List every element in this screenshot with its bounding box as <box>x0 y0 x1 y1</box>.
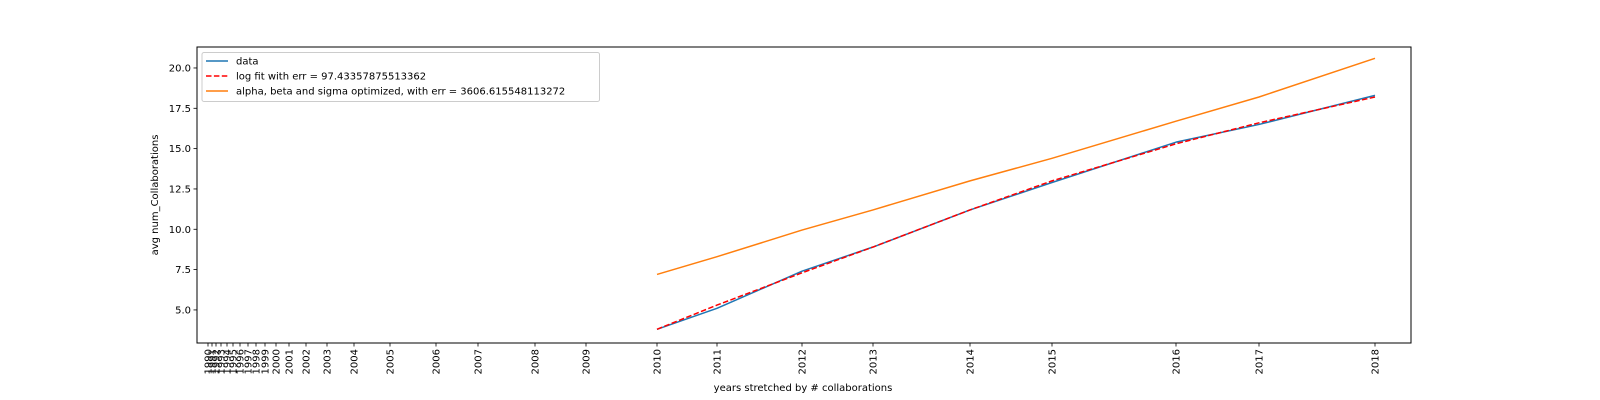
x-tick-label: 2018 <box>1371 349 1382 374</box>
x-tick-label: 2003 <box>323 349 334 374</box>
x-tick-label: 2001 <box>285 349 296 374</box>
x-tick-label: 1998 <box>252 349 263 374</box>
x-tick-label: 2014 <box>966 349 977 374</box>
legend-label-data: data <box>236 57 259 68</box>
y-tick-label: 7.5 <box>175 265 191 276</box>
x-tick-label: 2008 <box>531 349 542 374</box>
x-tick-label: 1996 <box>236 349 247 374</box>
x-tick-label: 2010 <box>653 349 664 374</box>
x-tick-label: 2005 <box>386 349 397 374</box>
x-tick-label: 2006 <box>432 349 443 374</box>
legend-label-optimized: alpha, beta and sigma optimized, with er… <box>236 87 565 98</box>
x-tick-label: 2015 <box>1048 349 1059 374</box>
legend-label-log-fit: log fit with err = 97.43357875513362 <box>236 72 426 83</box>
series-line-2 <box>656 57 1376 276</box>
y-tick-label: 5.0 <box>175 305 191 316</box>
x-axis-title: years stretched by # collaborations <box>714 383 893 394</box>
x-tick-label: 2000 <box>272 349 283 374</box>
y-axis: 5.0 7.5 10.0 12.5 15.0 17.5 20.0 <box>169 63 197 316</box>
y-axis-title: avg num_Collaborations <box>150 135 161 256</box>
series-line-1 <box>656 96 1376 330</box>
x-tick-label: 1992 <box>212 349 223 374</box>
x-tick-label: 1995 <box>229 349 240 374</box>
x-tick-label: 2007 <box>474 349 485 374</box>
y-tick-label: 10.0 <box>169 225 191 236</box>
plot-frame <box>196 46 1412 344</box>
x-tick-label: 2004 <box>350 349 361 374</box>
series-layer <box>656 57 1376 330</box>
x-tick-label: 1997 <box>244 349 255 374</box>
x-tick-label: 2011 <box>713 349 724 374</box>
x-tick-label: 2009 <box>582 349 593 374</box>
x-tick-label: 2013 <box>869 349 880 374</box>
x-tick-label: 2017 <box>1255 349 1266 374</box>
x-tick-label: 1999 <box>261 349 272 374</box>
y-tick-label: 17.5 <box>169 104 191 115</box>
x-axis: 1990199119921993199419951996199719981999… <box>204 343 1382 374</box>
x-tick-label: 2002 <box>302 349 313 374</box>
x-tick-label: 1993 <box>217 349 228 374</box>
x-tick-label: 2016 <box>1172 349 1183 374</box>
y-tick-label: 12.5 <box>169 184 191 195</box>
legend-frame <box>201 52 600 102</box>
y-tick-label: 20.0 <box>169 63 191 74</box>
x-tick-label: 1994 <box>223 349 234 374</box>
x-tick-label: 1991 <box>208 349 219 374</box>
x-tick-label: 2012 <box>798 349 809 374</box>
x-tick-label: 1990 <box>204 349 215 374</box>
y-tick-label: 15.0 <box>169 144 191 155</box>
legend: data log fit with err = 97.4335787551336… <box>201 52 600 102</box>
